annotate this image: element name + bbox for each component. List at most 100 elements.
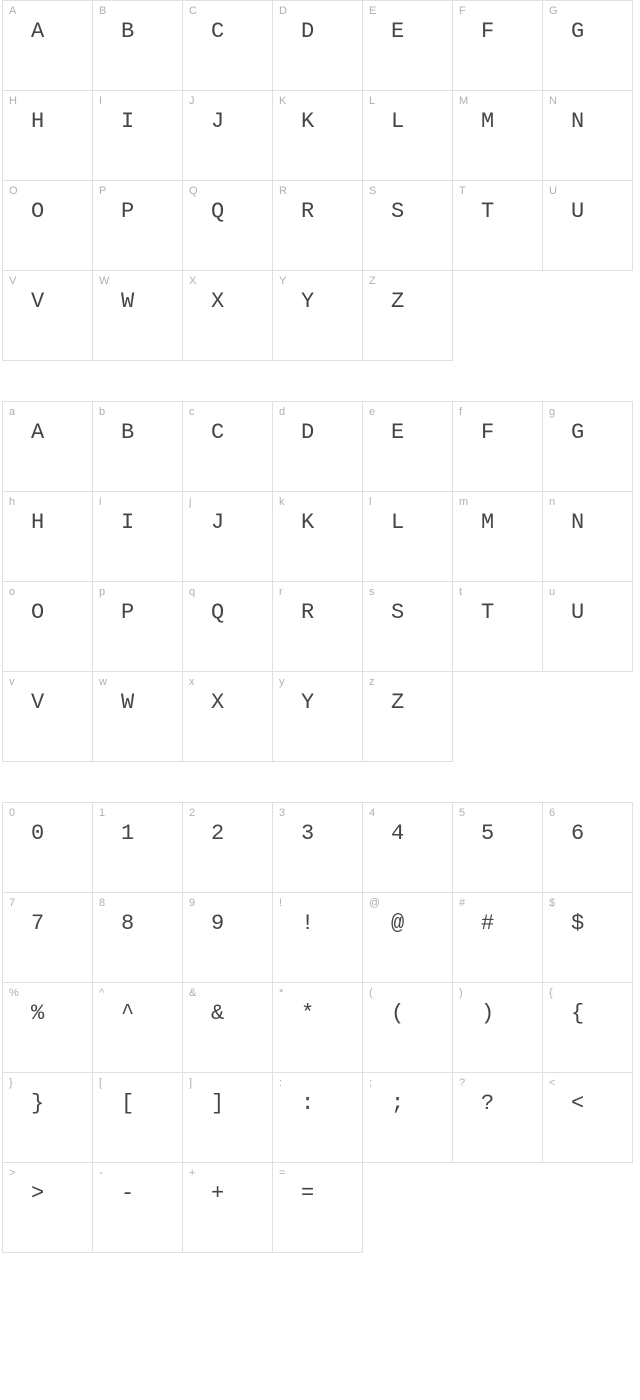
cell-glyph: B xyxy=(121,19,135,44)
glyph-cell: 33 xyxy=(273,803,363,893)
cell-glyph: W xyxy=(121,289,135,314)
cell-label: e xyxy=(369,406,375,418)
glyph-cell: ]] xyxy=(183,1073,273,1163)
glyph-cell: DD xyxy=(273,1,363,91)
cell-label: 6 xyxy=(549,807,555,819)
cell-label: d xyxy=(279,406,285,418)
cell-glyph: M xyxy=(481,510,495,535)
cell-label: + xyxy=(189,1167,195,1179)
cell-glyph: U xyxy=(571,199,585,224)
glyph-cell: JJ xyxy=(183,91,273,181)
cell-label: P xyxy=(99,185,106,197)
glyph-cell: @@ xyxy=(363,893,453,983)
cell-glyph: R xyxy=(301,600,315,625)
cell-glyph: ? xyxy=(481,1091,495,1116)
cell-glyph: 6 xyxy=(571,821,585,846)
cell-glyph: : xyxy=(301,1091,315,1116)
cell-glyph: C xyxy=(211,19,225,44)
glyph-cell: {{ xyxy=(543,983,633,1073)
character-map: AABBCCDDEEFFGGHHIIJJKKLLMMNNOOPPQQRRSSTT… xyxy=(0,0,640,1253)
glyph-cell: kK xyxy=(273,492,363,582)
cell-glyph: ] xyxy=(211,1091,225,1116)
cell-glyph: L xyxy=(391,109,405,134)
cell-label: G xyxy=(549,5,558,17)
glyph-cell: wW xyxy=(93,672,183,762)
cell-label: l xyxy=(369,496,371,508)
cell-glyph: V xyxy=(31,690,45,715)
cell-glyph: > xyxy=(31,1181,45,1206)
cell-label: @ xyxy=(369,897,380,909)
cell-glyph: < xyxy=(571,1091,585,1116)
cell-glyph: } xyxy=(31,1091,45,1116)
cell-glyph: K xyxy=(301,109,315,134)
glyph-cell: mM xyxy=(453,492,543,582)
cell-glyph: F xyxy=(481,19,495,44)
glyph-cell: 22 xyxy=(183,803,273,893)
cell-label: F xyxy=(459,5,466,17)
cell-glyph: ! xyxy=(301,911,315,936)
glyph-cell: 66 xyxy=(543,803,633,893)
cell-label: i xyxy=(99,496,101,508)
glyph-cell: )) xyxy=(453,983,543,1073)
cell-label: w xyxy=(99,676,107,688)
glyph-cell: qQ xyxy=(183,582,273,672)
glyph-cell: hH xyxy=(3,492,93,582)
cell-glyph: 5 xyxy=(481,821,495,846)
glyph-grid: 00112233445566778899!!@@##$$%%^^&&**(())… xyxy=(2,802,633,1253)
cell-label: # xyxy=(459,897,465,909)
glyph-cell: -- xyxy=(93,1163,183,1253)
cell-label: * xyxy=(279,987,283,999)
cell-glyph: F xyxy=(481,420,495,445)
glyph-cell: << xyxy=(543,1073,633,1163)
cell-label: } xyxy=(9,1077,13,1089)
cell-glyph: T xyxy=(481,600,495,625)
glyph-cell: fF xyxy=(453,402,543,492)
cell-label: a xyxy=(9,406,15,418)
glyph-cell: GG xyxy=(543,1,633,91)
cell-label: ) xyxy=(459,987,463,999)
cell-glyph: E xyxy=(391,420,405,445)
glyph-cell: gG xyxy=(543,402,633,492)
glyph-cell: aA xyxy=(3,402,93,492)
cell-label: x xyxy=(189,676,195,688)
cell-label: ( xyxy=(369,987,373,999)
cell-label: $ xyxy=(549,897,555,909)
glyph-cell: cC xyxy=(183,402,273,492)
cell-label: ! xyxy=(279,897,282,909)
cell-label: - xyxy=(99,1167,103,1179)
cell-glyph: W xyxy=(121,690,135,715)
cell-glyph: O xyxy=(31,600,45,625)
cell-label: E xyxy=(369,5,376,17)
cell-label: 5 xyxy=(459,807,465,819)
cell-glyph: $ xyxy=(571,911,585,936)
glyph-cell: KK xyxy=(273,91,363,181)
cell-label: 0 xyxy=(9,807,15,819)
glyph-cell: dD xyxy=(273,402,363,492)
cell-label: ? xyxy=(459,1077,465,1089)
cell-glyph: X xyxy=(211,690,225,715)
glyph-cell: II xyxy=(93,91,183,181)
glyph-cell: bB xyxy=(93,402,183,492)
glyph-cell: VV xyxy=(3,271,93,361)
cell-glyph: P xyxy=(121,199,135,224)
glyph-cell: ;; xyxy=(363,1073,453,1163)
cell-label: 3 xyxy=(279,807,285,819)
cell-glyph: 1 xyxy=(121,821,135,846)
cell-glyph: # xyxy=(481,911,495,936)
cell-glyph: U xyxy=(571,600,585,625)
cell-label: f xyxy=(459,406,462,418)
cell-label: ; xyxy=(369,1077,372,1089)
cell-glyph: I xyxy=(121,109,135,134)
cell-label: < xyxy=(549,1077,555,1089)
cell-glyph: T xyxy=(481,199,495,224)
glyph-cell: }} xyxy=(3,1073,93,1163)
glyph-cell: vV xyxy=(3,672,93,762)
glyph-cell: 44 xyxy=(363,803,453,893)
cell-glyph: + xyxy=(211,1181,225,1206)
cell-glyph: ; xyxy=(391,1091,405,1116)
glyph-grid: aAbBcCdDeEfFgGhHiIjJkKlLmMnNoOpPqQrRsStT… xyxy=(2,401,633,762)
glyph-cell: xX xyxy=(183,672,273,762)
glyph-cell: LL xyxy=(363,91,453,181)
cell-glyph: Z xyxy=(391,289,405,314)
cell-label: C xyxy=(189,5,197,17)
